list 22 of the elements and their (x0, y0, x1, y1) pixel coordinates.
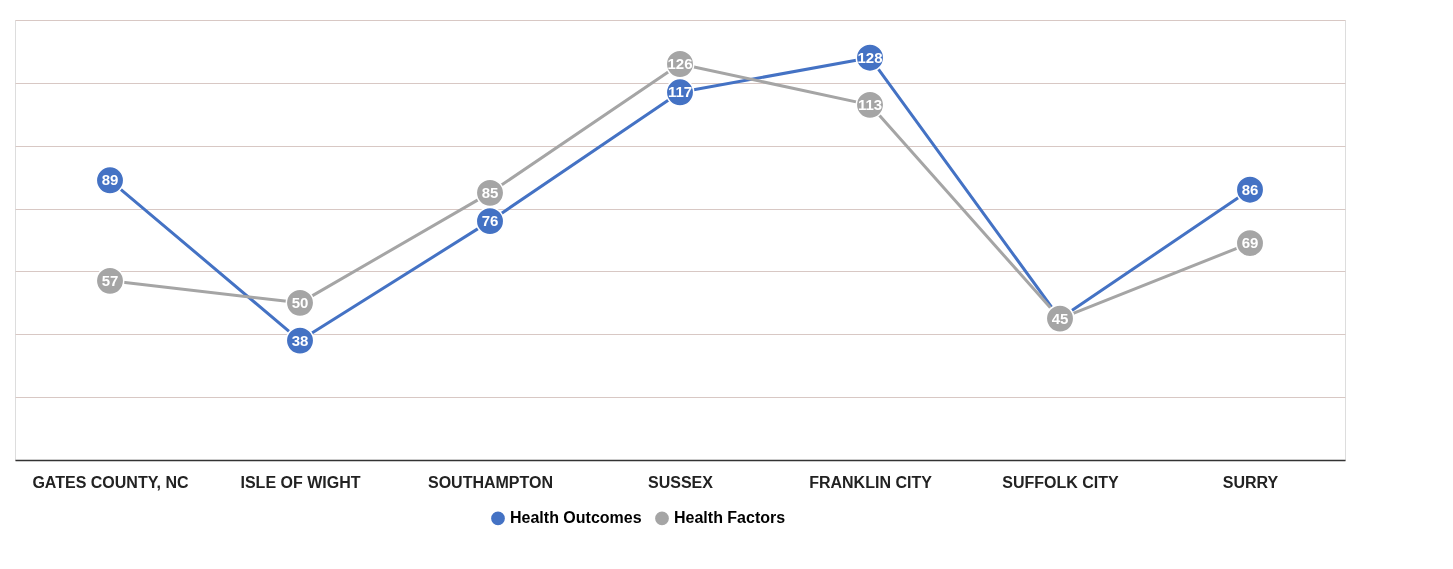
data-label: 89 (101, 171, 119, 189)
x-tick-label: ISLE OF WIGHT (240, 473, 361, 491)
x-tick-label: FRANKLIN CITY (809, 473, 933, 491)
data-label: 128 (857, 48, 883, 66)
data-label: 117 (667, 83, 693, 101)
data-label: 113 (857, 95, 883, 113)
data-label: 86 (1241, 180, 1259, 198)
data-label: 126 (667, 55, 693, 72)
x-tick-label: SUFFOLK CITY (1002, 473, 1120, 491)
x-tick-label: SUSSEX (648, 473, 714, 491)
x-tick-label: SOUTHAMPTON (427, 473, 554, 491)
data-label: 85 (481, 183, 499, 201)
data-label: 50 (291, 293, 309, 311)
x-tick-label: SURRY (1222, 473, 1279, 491)
data-label: 69 (1241, 234, 1259, 252)
x-tick-label: GATES COUNTY, NC (32, 473, 190, 491)
data-label: 57 (101, 271, 119, 289)
legend-label: Health Outcomes (510, 509, 642, 527)
data-label: 45 (1051, 309, 1069, 327)
legend-label: Health Factors (674, 509, 786, 527)
data-label: 76 (481, 212, 499, 230)
data-label: 38 (291, 331, 309, 349)
